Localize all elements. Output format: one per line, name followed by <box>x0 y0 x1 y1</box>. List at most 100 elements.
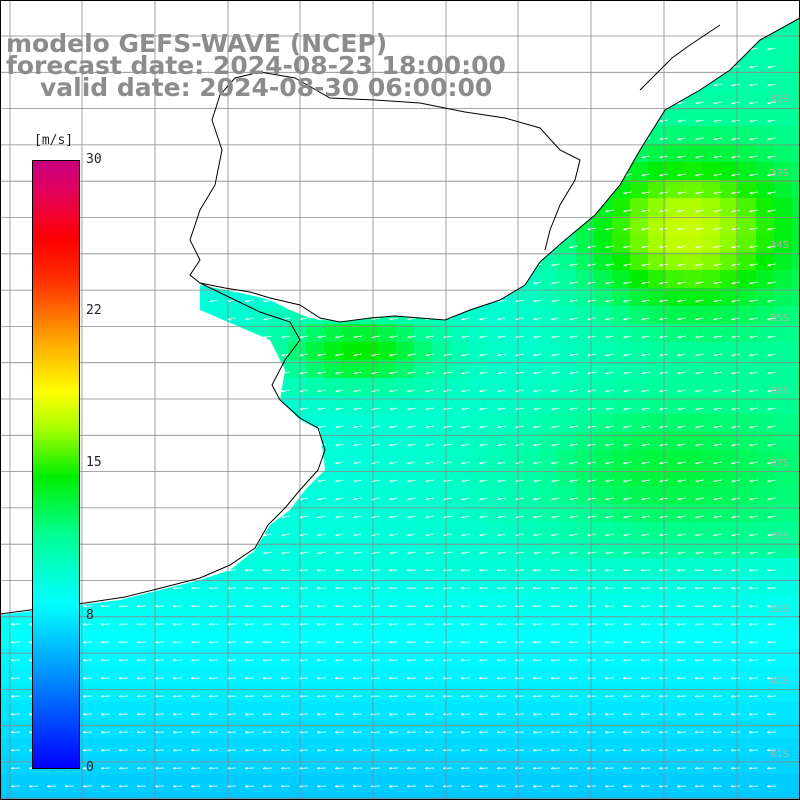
wind-speed-cell <box>684 270 702 288</box>
wind-speed-cell <box>324 432 342 450</box>
wind-arrow <box>767 533 777 537</box>
wind-arrow <box>587 515 597 519</box>
wind-speed-cell <box>684 792 702 800</box>
wind-speed-cell <box>576 666 594 684</box>
wind-arrow <box>766 767 777 770</box>
wind-speed-cell <box>648 378 666 396</box>
wind-arrow <box>605 281 615 285</box>
wind-arrow <box>641 209 651 213</box>
wind-arrow <box>767 317 777 321</box>
wind-speed-cell <box>252 306 270 324</box>
wind-speed-cell <box>756 594 774 612</box>
wind-speed-cell <box>774 252 792 270</box>
wind-speed-cell <box>612 450 630 468</box>
wind-arrow <box>281 389 291 393</box>
wind-speed-cell <box>0 702 18 720</box>
wind-speed-cell <box>738 666 756 684</box>
wind-arrow <box>551 443 561 447</box>
wind-speed-cell <box>342 594 360 612</box>
wind-speed-cell <box>432 792 450 800</box>
wind-arrow <box>604 569 615 572</box>
wind-arrow <box>388 695 399 698</box>
colorbar-tick: 0 <box>86 760 94 775</box>
wind-arrow <box>731 353 741 357</box>
wind-speed-cell <box>360 684 378 702</box>
wind-arrow <box>713 299 723 303</box>
wind-arrow <box>478 785 489 788</box>
wind-arrow <box>190 677 201 680</box>
wind-speed-cell <box>558 558 576 576</box>
wind-arrow <box>190 641 201 644</box>
wind-speed-cell <box>612 774 630 792</box>
wind-speed-cell <box>342 648 360 666</box>
wind-speed-cell <box>720 378 738 396</box>
wind-arrow <box>605 371 615 375</box>
wind-speed-cell <box>756 414 774 432</box>
wind-arrow <box>677 389 687 393</box>
wind-speed-cell <box>432 342 450 360</box>
wind-speed-cell <box>792 774 800 792</box>
wind-speed-cell <box>720 162 738 180</box>
wind-speed-cell <box>288 648 306 666</box>
wind-arrow <box>622 641 633 644</box>
wind-speed-cell <box>432 666 450 684</box>
wind-speed-cell <box>252 756 270 774</box>
wind-arrow <box>533 371 543 375</box>
wind-speed-cell <box>522 684 540 702</box>
wind-speed-cell <box>378 612 396 630</box>
wind-speed-cell <box>306 522 324 540</box>
wind-speed-cell <box>162 756 180 774</box>
wind-speed-cell <box>414 432 432 450</box>
wind-speed-cell <box>648 666 666 684</box>
wind-speed-cell <box>252 558 270 576</box>
wind-arrow <box>533 461 543 465</box>
wind-speed-cell <box>270 630 288 648</box>
wind-arrow <box>677 443 687 447</box>
wind-arrow <box>587 461 597 465</box>
wind-speed-cell <box>198 774 216 792</box>
wind-speed-cell <box>558 486 576 504</box>
wind-speed-cell <box>702 576 720 594</box>
wind-arrow <box>460 623 471 626</box>
wind-speed-cell <box>720 270 738 288</box>
wind-arrow <box>406 587 417 590</box>
wind-arrow <box>461 461 471 465</box>
wind-speed-cell <box>540 702 558 720</box>
wind-speed-cell <box>738 792 756 800</box>
wind-speed-cell <box>432 378 450 396</box>
wind-speed-cell <box>486 342 504 360</box>
wind-arrow <box>442 767 453 770</box>
wind-speed-cell <box>252 684 270 702</box>
wind-arrow <box>641 173 651 177</box>
wind-speed-cell <box>522 594 540 612</box>
wind-speed-cell <box>198 684 216 702</box>
wind-speed-cell <box>612 378 630 396</box>
wind-speed-cell <box>432 522 450 540</box>
wind-arrow <box>748 767 759 770</box>
wind-arrow <box>514 569 525 572</box>
wind-arrow <box>316 695 327 698</box>
wind-speed-cell <box>144 630 162 648</box>
wind-speed-cell <box>648 162 666 180</box>
wind-arrow <box>497 479 507 483</box>
wind-arrow <box>569 245 579 249</box>
wind-arrow <box>100 605 111 608</box>
wind-speed-cell <box>504 774 522 792</box>
wind-arrow <box>406 695 417 698</box>
wind-speed-cell <box>756 684 774 702</box>
wind-speed-cell <box>144 666 162 684</box>
wind-arrow <box>190 713 201 716</box>
wind-arrow <box>262 641 273 644</box>
wind-speed-cell <box>252 612 270 630</box>
wind-arrow <box>713 173 723 177</box>
wind-speed-cell <box>324 648 342 666</box>
wind-speed-cell <box>270 684 288 702</box>
wind-speed-cell <box>702 630 720 648</box>
wind-arrow <box>604 785 615 788</box>
wind-speed-cell <box>666 144 684 162</box>
wind-arrow <box>640 587 651 590</box>
wind-speed-cell <box>684 630 702 648</box>
wind-speed-cell <box>468 684 486 702</box>
wind-speed-cell <box>360 414 378 432</box>
wind-speed-cell <box>198 648 216 666</box>
